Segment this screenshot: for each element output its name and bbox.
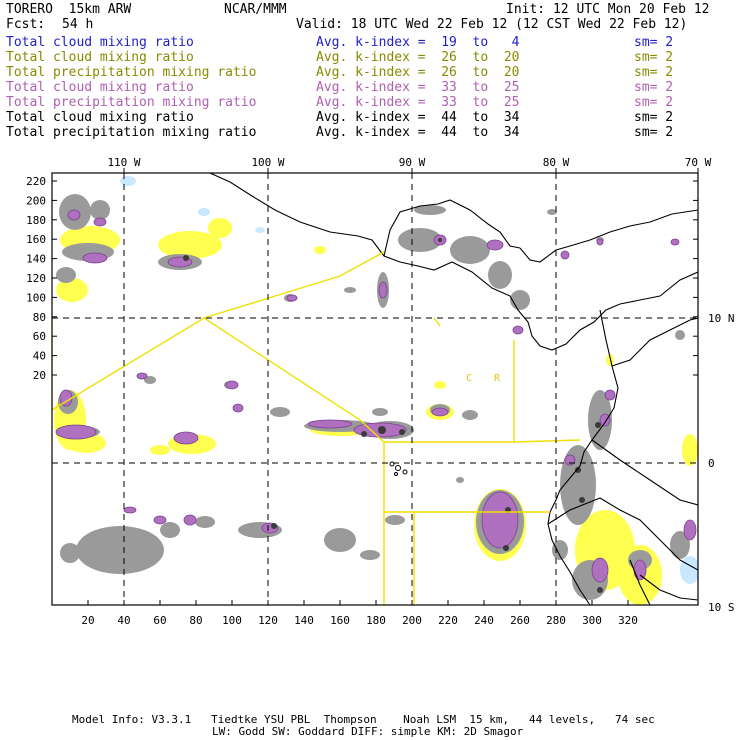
legend-kindex: Avg. k-index = 26 to 20: [316, 65, 520, 80]
legend-smoothing: sm= 2: [634, 35, 674, 50]
lat-label-10n: 10 N: [708, 312, 735, 325]
legend-smoothing: sm= 2: [634, 125, 674, 140]
region-label-r: R: [494, 373, 501, 384]
y-tick-label: 200: [26, 194, 46, 207]
y-tick-label: 60: [33, 330, 46, 343]
x-tick-label: 100: [222, 614, 242, 627]
y-tick-label: 40: [33, 350, 46, 363]
y-tick-label: 140: [26, 253, 46, 266]
lon-label-100w: 100 W: [251, 156, 284, 169]
legend-field: Total cloud mixing ratio: [6, 50, 194, 65]
galapagos-islands: [389, 461, 408, 476]
lon-label-70w: 70 W: [685, 156, 712, 169]
legend-field: Total precipitation mixing ratio: [6, 125, 257, 140]
x-tick-label: 160: [330, 614, 350, 627]
footer-physics-info: LW: Godd SW: Goddard DIFF: simple KM: 2D…: [212, 725, 524, 738]
coastline: [209, 173, 698, 605]
x-tick-label: 40: [117, 614, 130, 627]
legend-kindex: Avg. k-index = 19 to 4: [316, 35, 520, 50]
legend-field: Total cloud mixing ratio: [6, 110, 194, 125]
forecast-label: Fcst:: [6, 17, 46, 32]
x-tick-label: 300: [582, 614, 602, 627]
legend-kindex: Avg. k-index = 44 to 34: [316, 110, 520, 125]
footer-model-info: Model Info: V3.3.1 Tiedtke YSU PBL Thomp…: [72, 713, 655, 726]
legend-kindex: Avg. k-index = 44 to 34: [316, 125, 520, 140]
y-tick-label: 120: [26, 272, 46, 285]
region-boxes: [52, 251, 581, 605]
valid-time: Valid: 18 UTC Wed 22 Feb 12 (12 CST Wed …: [296, 17, 688, 32]
x-tick-label: 200: [402, 614, 422, 627]
x-tick-label: 80: [189, 614, 202, 627]
forecast-hour: 54 h: [62, 17, 94, 32]
legend-smoothing: sm= 2: [634, 80, 674, 95]
legend-field: Total cloud mixing ratio: [6, 35, 194, 50]
lon-label-80w: 80 W: [543, 156, 570, 169]
legend-smoothing: sm= 2: [634, 65, 674, 80]
lon-label-110w: 110 W: [107, 156, 140, 169]
legend-kindex: Avg. k-index = 33 to 25: [316, 95, 520, 110]
model-title: TORERO 15km ARW: [6, 2, 132, 17]
graticule: [52, 173, 698, 605]
legend-field: Total precipitation mixing ratio: [6, 65, 257, 80]
x-tick-label: 260: [510, 614, 530, 627]
legend-kindex: Avg. k-index = 26 to 20: [316, 50, 520, 65]
x-tick-label: 180: [366, 614, 386, 627]
legend-smoothing: sm= 2: [634, 110, 674, 125]
y-tick-label: 160: [26, 233, 46, 246]
legend-smoothing: sm= 2: [634, 50, 674, 65]
x-tick-label: 60: [153, 614, 166, 627]
x-tick-label: 320: [618, 614, 638, 627]
organization: NCAR/MMM: [224, 2, 287, 17]
region-label-c: C: [466, 373, 472, 384]
lat-label-0: 0: [708, 457, 715, 470]
x-tick-label: 120: [258, 614, 278, 627]
legend-field: Total cloud mixing ratio: [6, 80, 194, 95]
legend-smoothing: sm= 2: [634, 95, 674, 110]
init-time: Init: 12 UTC Mon 20 Feb 12: [506, 2, 710, 17]
plot-frame: [51, 172, 699, 606]
lon-label-90w: 90 W: [399, 156, 426, 169]
y-tick-label: 80: [33, 311, 46, 324]
x-tick-label: 280: [546, 614, 566, 627]
x-tick-label: 240: [474, 614, 494, 627]
y-tick-label: 100: [26, 291, 46, 304]
legend-field: Total precipitation mixing ratio: [6, 95, 257, 110]
y-tick-label: 220: [26, 175, 46, 188]
x-tick-label: 220: [438, 614, 458, 627]
lat-label-10s: 10 S: [708, 601, 735, 614]
x-tick-label: 20: [81, 614, 94, 627]
legend-kindex: Avg. k-index = 33 to 25: [316, 80, 520, 95]
y-tick-label: 180: [26, 214, 46, 227]
y-tick-label: 20: [33, 369, 46, 382]
x-tick-label: 140: [294, 614, 314, 627]
dark-cloud-cores: [183, 238, 603, 593]
